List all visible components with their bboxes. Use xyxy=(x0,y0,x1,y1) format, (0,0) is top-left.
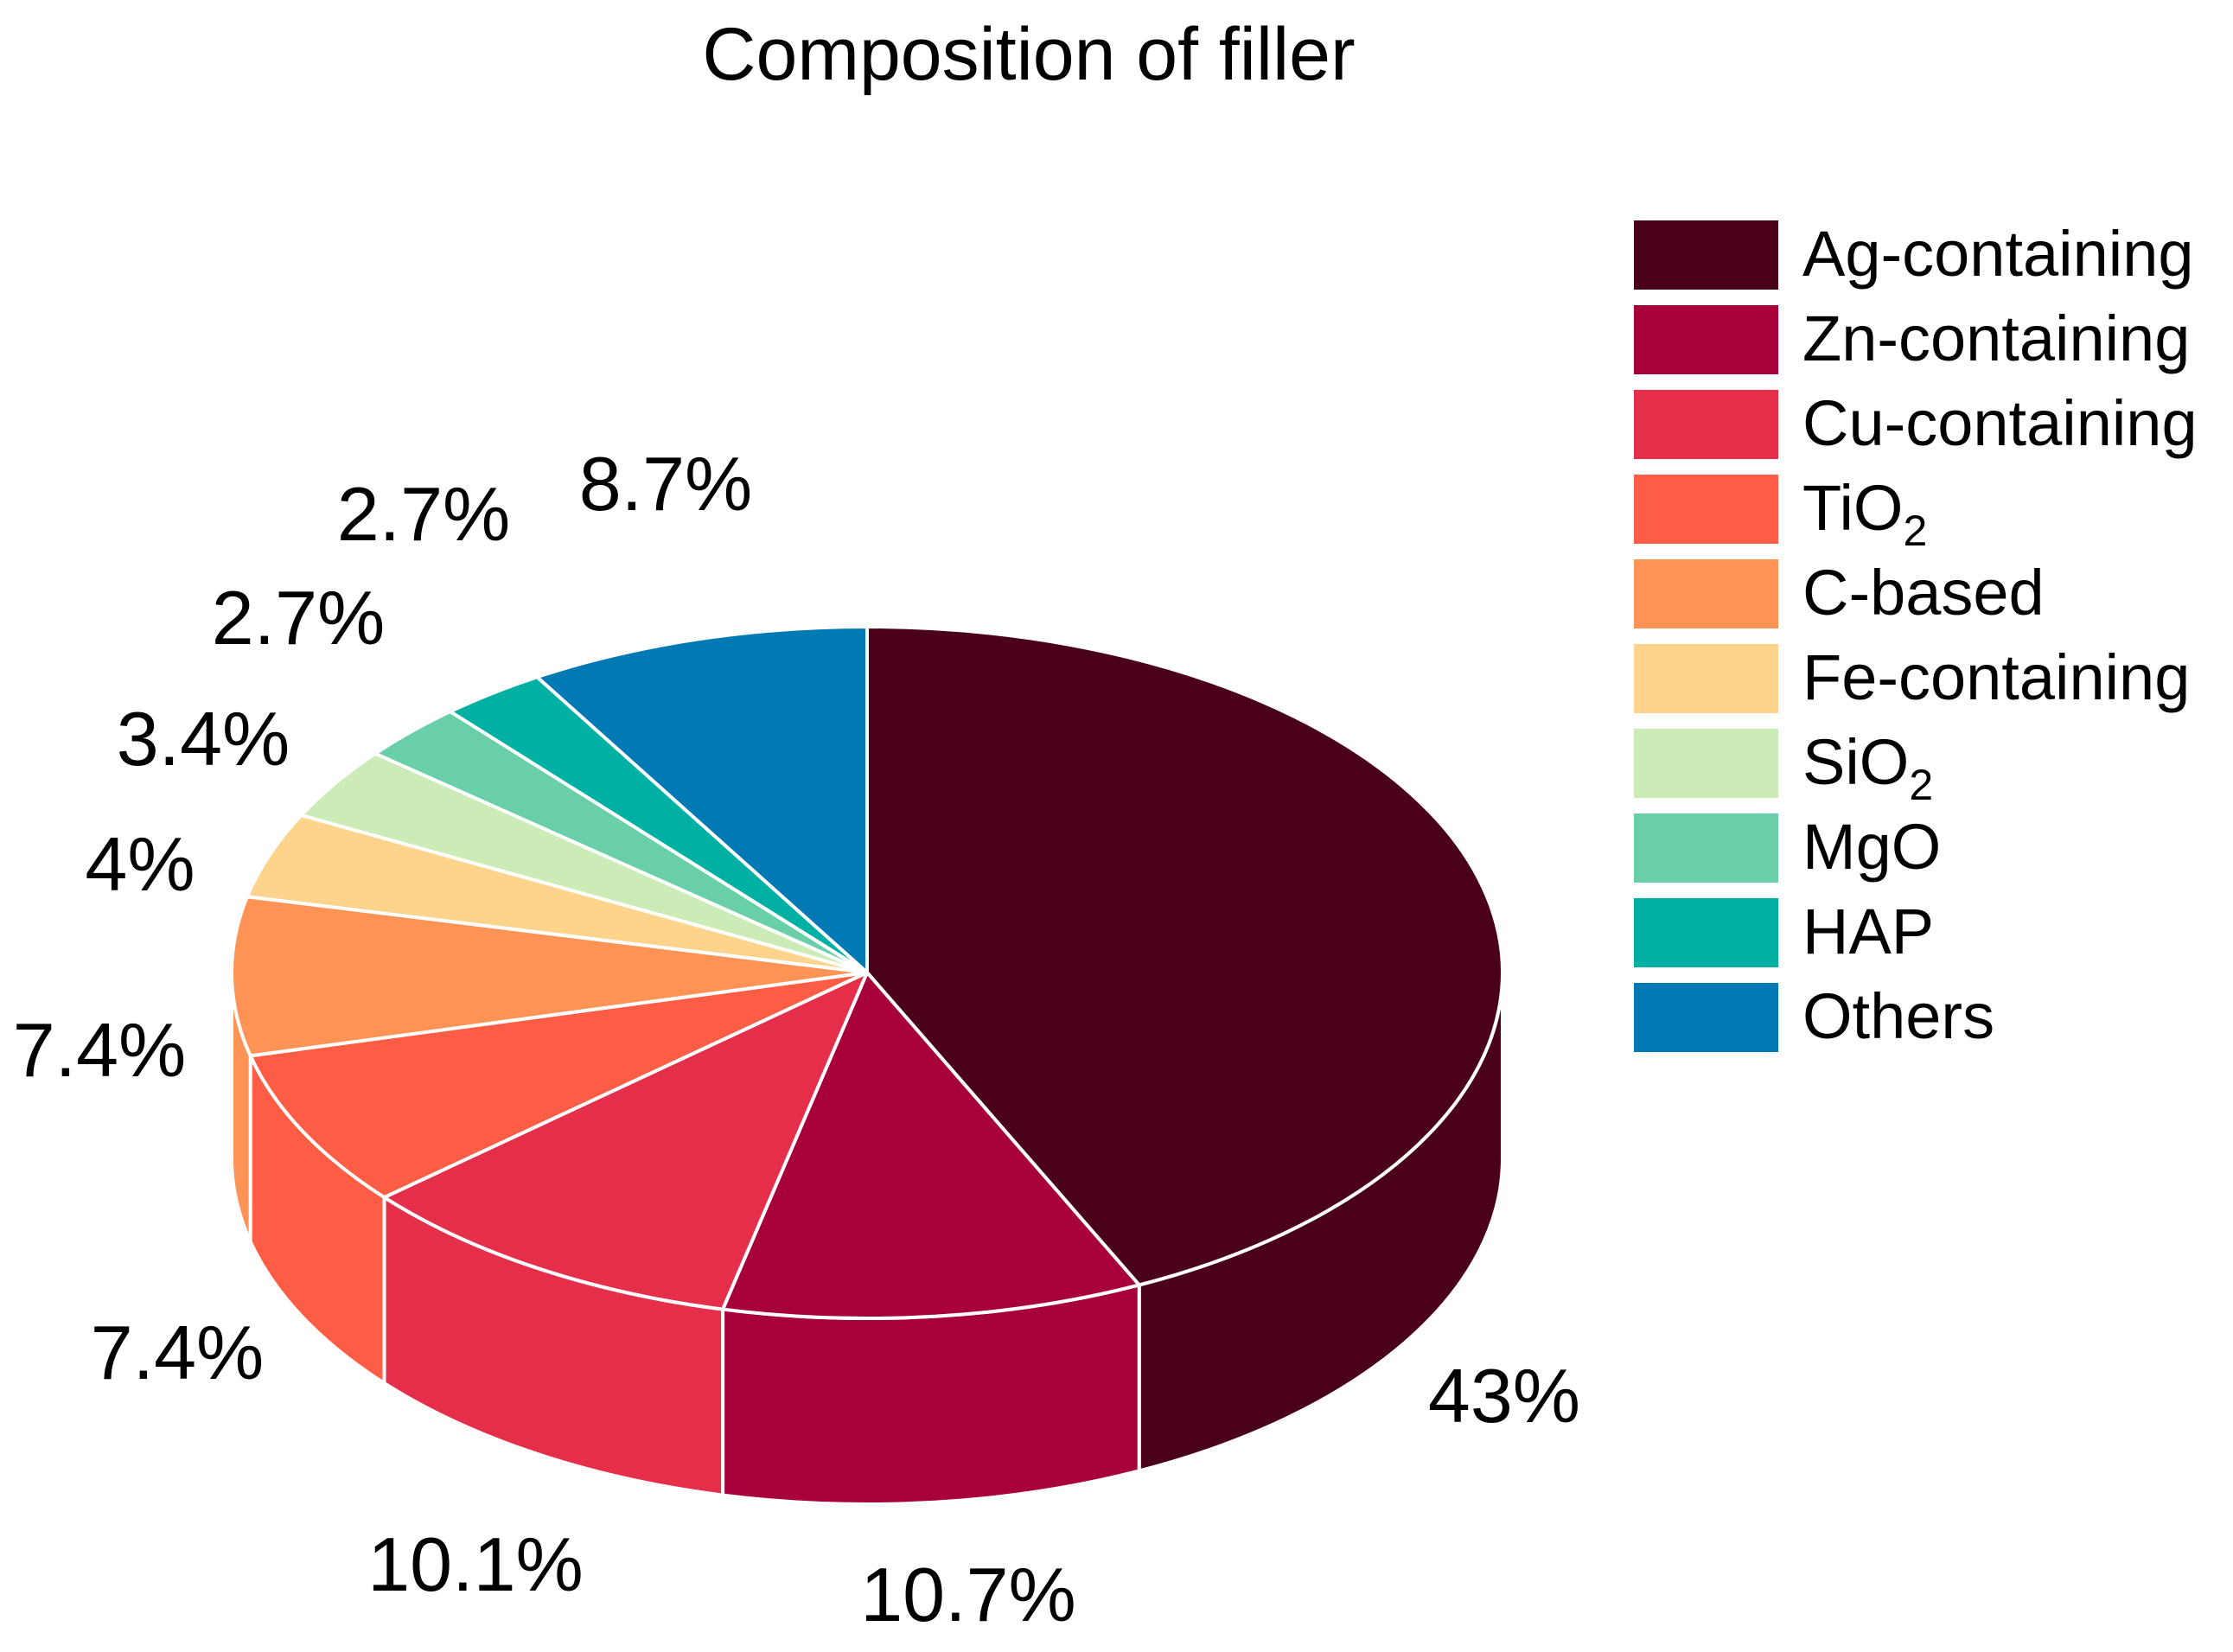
legend-label: Ag-containing xyxy=(1802,218,2194,290)
legend-item-cu-containing: Cu-containing xyxy=(1634,387,2198,459)
value-label-tio2: 7.4% xyxy=(91,1310,265,1395)
legend-swatch xyxy=(1634,559,1778,628)
legend-label: Zn-containing xyxy=(1802,303,2190,374)
legend-swatch xyxy=(1634,475,1778,544)
legend-item-ag-containing: Ag-containing xyxy=(1634,218,2194,290)
legend-item-others: Others xyxy=(1634,980,1994,1052)
legend-label: SiO2 xyxy=(1802,726,1933,809)
legend-swatch xyxy=(1634,390,1778,459)
slice-tio2 xyxy=(248,971,869,1200)
value-label-others: 8.7% xyxy=(579,441,753,526)
legend-label: Fe-containing xyxy=(1802,641,2190,713)
legend-swatch xyxy=(1634,813,1778,883)
legend-item-hap: HAP xyxy=(1634,896,1934,967)
legend-label: Cu-containing xyxy=(1802,387,2198,459)
slice-c-based xyxy=(230,895,869,1058)
value-label-cu-containing: 10.1% xyxy=(367,1521,584,1607)
legend-swatch xyxy=(1634,644,1778,713)
legend-item-fe-containing: Fe-containing xyxy=(1634,641,2190,713)
pie-sides xyxy=(230,971,1504,1506)
legend-item-c-based: C-based xyxy=(1634,557,2045,628)
value-label-zn-containing: 10.7% xyxy=(860,1552,1076,1637)
value-label-sio2: 3.4% xyxy=(117,696,290,781)
legend-label: MgO xyxy=(1802,811,1941,883)
slice-zn-containing xyxy=(721,971,1141,1320)
value-label-c-based: 7.4% xyxy=(13,1007,187,1093)
legend-swatch xyxy=(1634,983,1778,1052)
value-label-hap: 2.7% xyxy=(337,471,511,557)
legend-swatch xyxy=(1634,898,1778,967)
slice-ag-containing xyxy=(865,625,1504,1287)
pie-tops xyxy=(230,625,1504,1320)
legend-item-zn-containing: Zn-containing xyxy=(1634,303,2190,374)
legend-swatch xyxy=(1634,220,1778,290)
chart-title: Composition of filler xyxy=(702,13,1355,96)
legend-label: TiO2 xyxy=(1802,472,1927,555)
legend-label: Others xyxy=(1802,980,1994,1052)
legend-label: C-based xyxy=(1802,557,2045,628)
legend-swatch xyxy=(1634,729,1778,798)
slice-others xyxy=(535,625,869,974)
legend-swatch xyxy=(1634,305,1778,374)
legend-item-sio2: SiO2 xyxy=(1634,726,1933,809)
value-label-ag-containing: 43% xyxy=(1428,1353,1580,1438)
value-label-mgo: 2.7% xyxy=(212,575,386,660)
slice-cu-containing xyxy=(382,971,869,1311)
legend-item-mgo: MgO xyxy=(1634,811,1941,883)
legend-label: HAP xyxy=(1802,896,1934,967)
legend-item-tio2: TiO2 xyxy=(1634,472,1927,555)
legend: Ag-containing Zn-containing Cu-containing T… xyxy=(1634,218,2198,1052)
value-label-fe-containing: 4% xyxy=(85,821,195,907)
value-labels: 43% 10.7% 10.1% 7.4% 7.4% 4% 3.4% 2.7% 2.7% 8.7% xyxy=(13,441,1580,1637)
slice-fe-containing xyxy=(245,813,869,974)
